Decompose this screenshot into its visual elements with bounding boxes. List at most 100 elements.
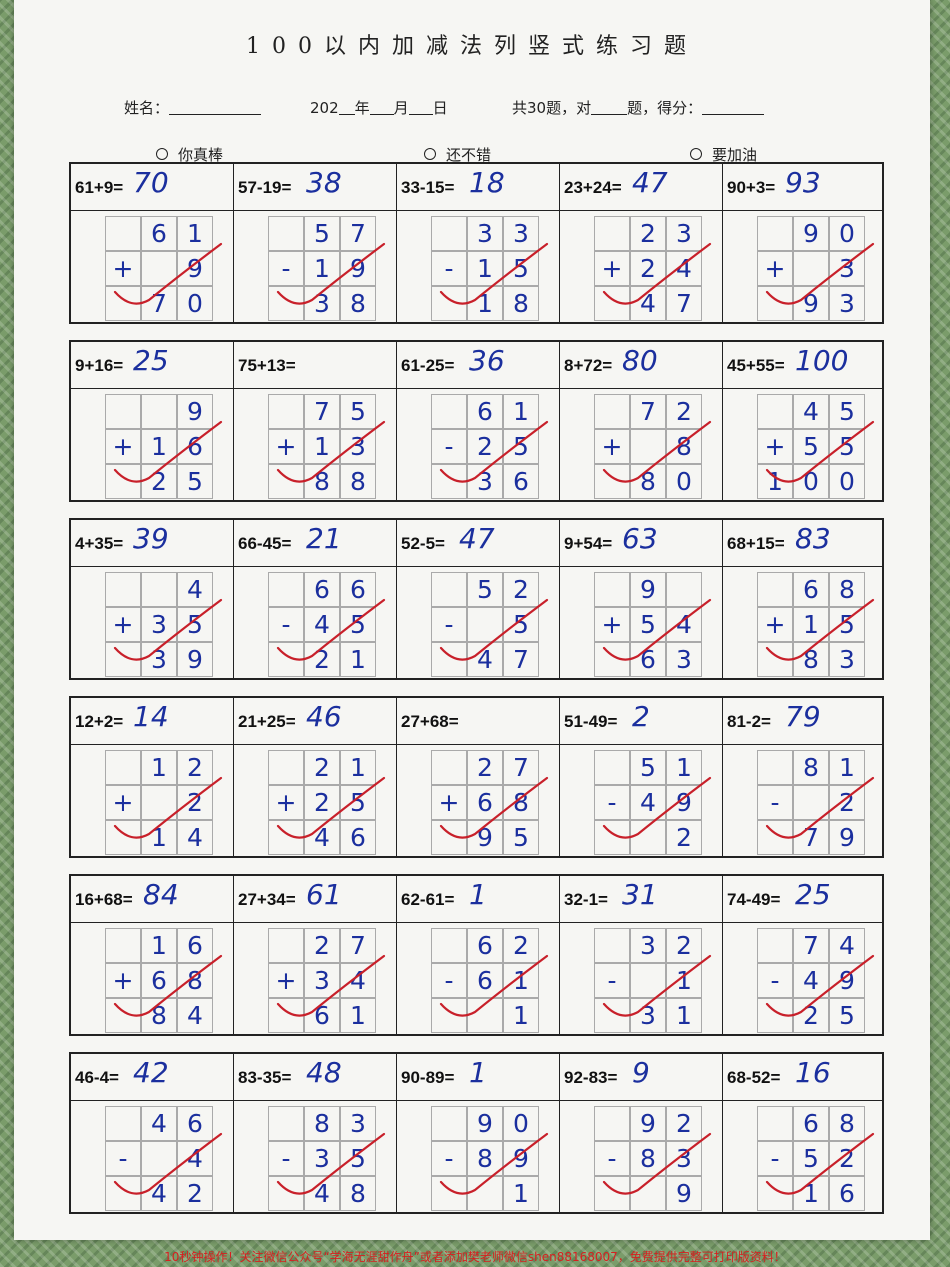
digit-top-ones[interactable]: 4 (839, 931, 855, 960)
operator-sign[interactable]: + (764, 432, 786, 461)
digit-top-ones[interactable]: 1 (513, 397, 529, 426)
handwritten-answer[interactable]: 84 (143, 878, 179, 911)
digit-mid-ones[interactable]: 9 (187, 254, 203, 283)
digit-top-tens[interactable]: 1 (151, 931, 167, 960)
digit-mid-tens[interactable] (793, 785, 829, 820)
digit-res-ones[interactable]: 7 (676, 289, 692, 318)
digit-res-ones[interactable]: 5 (513, 823, 529, 852)
digit-res-ones[interactable]: 6 (513, 467, 529, 496)
digit-mid-ones[interactable]: 6 (187, 432, 203, 461)
digit-res-ones[interactable]: 8 (350, 1179, 366, 1208)
digit-mid-tens[interactable]: 2 (314, 788, 330, 817)
handwritten-answer[interactable]: 79 (785, 700, 821, 733)
digit-res-ones[interactable]: 9 (839, 823, 855, 852)
digit-res-ones[interactable]: 9 (676, 1179, 692, 1208)
digit-res-ones[interactable]: 3 (676, 645, 692, 674)
digit-res-tens[interactable]: 7 (151, 289, 167, 318)
digit-top-ones[interactable]: 8 (839, 575, 855, 604)
rating-option-great[interactable]: 你真棒 (156, 144, 223, 165)
day-blank[interactable] (408, 100, 433, 115)
digit-res-ones[interactable]: 1 (350, 1001, 366, 1030)
digit-mid-tens[interactable]: 4 (803, 966, 819, 995)
operator-sign[interactable]: + (112, 254, 134, 283)
digit-top-ones[interactable] (666, 572, 702, 607)
digit-res-tens[interactable]: 6 (640, 645, 656, 674)
handwritten-answer[interactable]: 1 (469, 878, 487, 911)
digit-top-tens[interactable]: 9 (640, 1109, 656, 1138)
digit-top-tens[interactable]: 4 (151, 1109, 167, 1138)
handwritten-answer[interactable]: 70 (133, 166, 169, 199)
digit-res-ones[interactable]: 0 (676, 467, 692, 496)
digit-res-tens[interactable]: 8 (803, 645, 819, 674)
digit-mid-ones[interactable]: 5 (839, 432, 855, 461)
digit-res-ones[interactable]: 5 (839, 1001, 855, 1030)
digit-res-tens[interactable] (630, 1176, 666, 1211)
digit-res-tens[interactable]: 4 (640, 289, 656, 318)
digit-res-tens[interactable] (630, 820, 666, 855)
digit-res-tens[interactable]: 1 (151, 823, 167, 852)
digit-top-tens[interactable]: 2 (640, 219, 656, 248)
digit-top-ones[interactable]: 2 (676, 1109, 692, 1138)
digit-top-tens[interactable]: 5 (640, 753, 656, 782)
digit-mid-tens[interactable] (630, 963, 666, 998)
rating-option-good[interactable]: 还不错 (424, 144, 491, 165)
digit-res-tens[interactable]: 2 (803, 1001, 819, 1030)
operator-sign[interactable]: + (112, 432, 134, 461)
operator-sign[interactable]: + (275, 788, 297, 817)
digit-res-tens[interactable]: 1 (803, 1179, 819, 1208)
digit-res-tens[interactable]: 8 (640, 467, 656, 496)
digit-res-tens[interactable]: 3 (314, 289, 330, 318)
handwritten-answer[interactable]: 21 (306, 522, 342, 555)
handwritten-answer[interactable]: 46 (306, 700, 342, 733)
digit-res-tens[interactable] (467, 1176, 503, 1211)
operator-sign[interactable]: + (601, 254, 623, 283)
operator-sign[interactable]: - (281, 254, 291, 283)
digit-res-ones[interactable]: 1 (513, 1179, 529, 1208)
digit-mid-tens[interactable]: 1 (803, 610, 819, 639)
digit-top-ones[interactable]: 4 (187, 575, 203, 604)
digit-res-ones[interactable]: 8 (350, 289, 366, 318)
operator-sign[interactable]: + (601, 610, 623, 639)
operator-sign[interactable]: - (118, 1144, 128, 1173)
digit-top-tens[interactable]: 9 (803, 219, 819, 248)
operator-sign[interactable]: + (112, 788, 134, 817)
operator-sign[interactable]: + (275, 966, 297, 995)
digit-mid-ones[interactable]: 5 (839, 610, 855, 639)
handwritten-answer[interactable]: 42 (133, 1056, 169, 1089)
digit-top-tens[interactable]: 7 (803, 931, 819, 960)
digit-top-ones[interactable]: 2 (513, 931, 529, 960)
digit-res-ones[interactable]: 0 (839, 467, 855, 496)
digit-mid-ones[interactable]: 5 (513, 432, 529, 461)
digit-top-ones[interactable]: 3 (350, 1109, 366, 1138)
digit-top-tens[interactable] (141, 394, 177, 429)
digit-mid-ones[interactable]: 8 (187, 966, 203, 995)
digit-top-ones[interactable]: 2 (676, 397, 692, 426)
digit-res-tens[interactable]: 2 (314, 645, 330, 674)
digit-res-tens[interactable]: 2 (151, 467, 167, 496)
digit-mid-ones[interactable]: 3 (839, 254, 855, 283)
digit-top-ones[interactable]: 1 (350, 753, 366, 782)
digit-mid-ones[interactable]: 9 (676, 788, 692, 817)
digit-top-ones[interactable]: 6 (350, 575, 366, 604)
digit-top-tens[interactable] (141, 572, 177, 607)
digit-mid-ones[interactable]: 2 (839, 1144, 855, 1173)
digit-top-ones[interactable]: 7 (350, 931, 366, 960)
digit-res-tens[interactable]: 3 (477, 467, 493, 496)
handwritten-answer[interactable]: 61 (306, 878, 342, 911)
operator-sign[interactable]: + (112, 966, 134, 995)
handwritten-answer[interactable]: 14 (133, 700, 169, 733)
digit-top-ones[interactable]: 7 (350, 219, 366, 248)
digit-mid-tens[interactable]: 5 (803, 1144, 819, 1173)
digit-top-ones[interactable]: 1 (187, 219, 203, 248)
handwritten-answer[interactable]: 1 (469, 1056, 487, 1089)
digit-res-ones[interactable]: 9 (187, 645, 203, 674)
digit-res-ones[interactable]: 5 (187, 467, 203, 496)
digit-top-tens[interactable]: 6 (477, 931, 493, 960)
digit-res-ones[interactable]: 4 (187, 1001, 203, 1030)
digit-mid-ones[interactable]: 4 (350, 966, 366, 995)
digit-mid-tens[interactable]: 1 (314, 254, 330, 283)
digit-top-ones[interactable]: 0 (513, 1109, 529, 1138)
digit-top-tens[interactable]: 6 (314, 575, 330, 604)
handwritten-answer[interactable]: 39 (133, 522, 169, 555)
digit-mid-tens[interactable]: 2 (640, 254, 656, 283)
